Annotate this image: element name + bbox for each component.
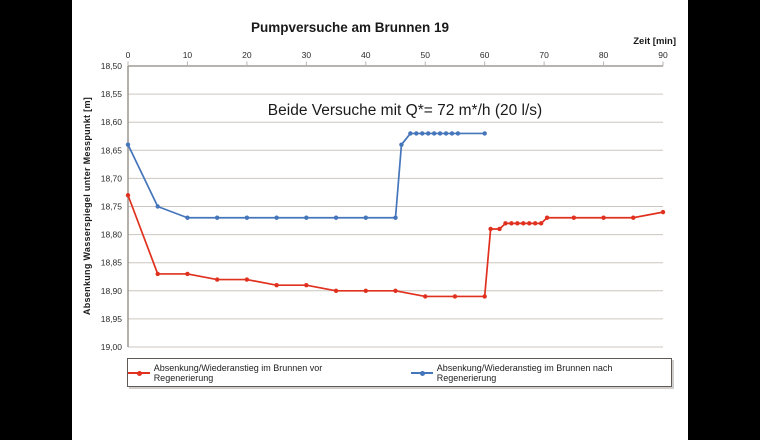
data-point-series-1 bbox=[185, 215, 190, 220]
data-point-series-0 bbox=[244, 277, 250, 282]
data-point-series-0 bbox=[452, 294, 458, 299]
data-point-series-1 bbox=[443, 131, 449, 136]
data-point-series-1 bbox=[214, 215, 220, 220]
data-point-series-1 bbox=[393, 215, 398, 220]
legend-marker-blue-icon bbox=[411, 369, 434, 376]
data-point-series-0 bbox=[125, 193, 131, 198]
y-tick-label: 18,65 bbox=[101, 145, 123, 155]
data-point-series-0 bbox=[333, 288, 339, 293]
data-point-series-0 bbox=[601, 215, 606, 220]
data-point-series-1 bbox=[155, 204, 160, 209]
data-point-series-1 bbox=[437, 131, 443, 136]
y-tick-label: 18,85 bbox=[101, 258, 123, 268]
data-point-series-0 bbox=[660, 209, 666, 215]
data-point-series-1 bbox=[420, 131, 425, 136]
y-tick-label: 18,55 bbox=[101, 89, 123, 99]
data-point-series-0 bbox=[482, 294, 487, 299]
x-tick-label: 70 bbox=[539, 50, 549, 60]
data-point-series-0 bbox=[393, 288, 398, 293]
data-point-series-0 bbox=[538, 221, 544, 226]
x-tick-label: 60 bbox=[480, 50, 490, 60]
data-point-series-0 bbox=[521, 221, 526, 226]
data-point-series-0 bbox=[304, 282, 309, 288]
data-point-series-0 bbox=[155, 271, 160, 277]
data-point-series-1 bbox=[482, 131, 487, 136]
data-point-series-1 bbox=[408, 131, 413, 136]
y-tick-label: 18,75 bbox=[101, 202, 123, 212]
y-tick-label: 18,90 bbox=[101, 286, 123, 296]
data-point-series-0 bbox=[363, 288, 368, 293]
data-point-series-1 bbox=[449, 131, 455, 136]
data-point-series-0 bbox=[532, 221, 538, 226]
data-point-series-1 bbox=[125, 142, 131, 147]
data-point-series-0 bbox=[488, 226, 493, 232]
data-point-series-0 bbox=[631, 215, 636, 220]
data-point-series-1 bbox=[414, 131, 419, 136]
data-point-series-0 bbox=[544, 215, 550, 220]
data-point-series-1 bbox=[304, 215, 309, 220]
legend-entry-vor-regenerierung: Absenkung/Wiederanstieg im Brunnen vor R… bbox=[128, 363, 381, 383]
y-tick-label: 18,50 bbox=[101, 61, 123, 71]
chart-title: Pumpversuche am Brunnen 19 bbox=[250, 20, 450, 35]
data-point-series-1 bbox=[425, 131, 431, 136]
series-line-1 bbox=[127, 132, 485, 219]
data-point-series-1 bbox=[274, 215, 279, 220]
legend-label-vor-regenerierung: Absenkung/Wiederanstieg im Brunnen vor R… bbox=[153, 362, 323, 383]
x-tick-label: 50 bbox=[420, 50, 430, 60]
data-point-series-0 bbox=[503, 221, 508, 226]
y-tick-label: 19,00 bbox=[101, 342, 123, 352]
data-point-series-1 bbox=[333, 215, 339, 220]
data-point-series-1 bbox=[363, 215, 368, 220]
data-point-series-0 bbox=[509, 221, 514, 226]
legend-label-nach-regenerierung: Absenkung/Wiederanstieg im Brunnen nach … bbox=[436, 362, 613, 383]
data-point-series-0 bbox=[527, 221, 532, 226]
y-tick-label: 18,95 bbox=[101, 314, 123, 324]
data-point-series-1 bbox=[455, 131, 461, 136]
x-tick-label: 10 bbox=[183, 50, 193, 60]
x-axis-title: Zeit [min] bbox=[633, 36, 676, 47]
y-tick-label: 18,60 bbox=[101, 117, 123, 127]
legend-entry-nach-regenerierung: Absenkung/Wiederanstieg im Brunnen nach … bbox=[411, 363, 671, 383]
y-tick-label: 18,70 bbox=[101, 173, 123, 183]
x-tick-label: 40 bbox=[361, 50, 371, 60]
x-tick-label: 90 bbox=[658, 50, 668, 60]
data-point-series-0 bbox=[515, 221, 520, 226]
data-point-series-0 bbox=[274, 282, 279, 288]
data-point-series-0 bbox=[185, 271, 190, 277]
x-tick-label: 80 bbox=[599, 50, 609, 60]
data-point-series-1 bbox=[399, 142, 404, 147]
data-point-series-0 bbox=[571, 215, 577, 220]
chart-annotation: Beide Versuche mit Q*= 72 m*/h (20 l/s) bbox=[267, 102, 543, 119]
data-point-series-0 bbox=[214, 277, 220, 282]
data-point-series-0 bbox=[497, 226, 502, 232]
x-tick-label: 0 bbox=[126, 50, 131, 60]
data-point-series-1 bbox=[431, 131, 437, 136]
legend-box: Absenkung/Wiederanstieg im Brunnen vor R… bbox=[127, 358, 672, 387]
legend-marker-red-icon bbox=[128, 369, 150, 376]
x-tick-label: 20 bbox=[242, 50, 252, 60]
data-point-series-0 bbox=[423, 294, 428, 299]
x-tick-label: 30 bbox=[302, 50, 312, 60]
y-tick-label: 18,80 bbox=[101, 230, 123, 240]
data-point-series-1 bbox=[244, 215, 250, 220]
